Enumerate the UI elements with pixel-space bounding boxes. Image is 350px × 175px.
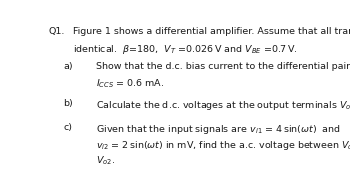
Text: Calculate the d.c. voltages at the output terminals $V_{o1}$ and $V_{o2}$.: Calculate the d.c. voltages at the outpu… bbox=[96, 99, 350, 112]
Text: $V_{o2}$.: $V_{o2}$. bbox=[96, 154, 115, 167]
Text: Show that the d.c. bias current to the differential pairs is: Show that the d.c. bias current to the d… bbox=[96, 62, 350, 71]
Text: $I_{CCS}$ = 0.6 mA.: $I_{CCS}$ = 0.6 mA. bbox=[96, 78, 164, 90]
Text: b): b) bbox=[63, 99, 73, 108]
Text: Figure 1 shows a differential amplifier. Assume that all transistors are: Figure 1 shows a differential amplifier.… bbox=[73, 27, 350, 36]
Text: c): c) bbox=[63, 123, 72, 132]
Text: identical.  $\beta$=180,  $V_T$ =0.026$\,$V and $V_{BE}$ =0.7$\,$V.: identical. $\beta$=180, $V_T$ =0.026$\,$… bbox=[73, 43, 298, 56]
Text: Q1.: Q1. bbox=[49, 27, 65, 36]
Text: a): a) bbox=[63, 62, 73, 71]
Text: $v_{i2}$ = 2$\,$sin($\omega t$) in mV, find the a.c. voltage between $V_{o1}$ an: $v_{i2}$ = 2$\,$sin($\omega t$) in mV, f… bbox=[96, 138, 350, 152]
Text: Given that the input signals are $v_{i1}$ = 4$\,$sin($\omega t$)  and: Given that the input signals are $v_{i1}… bbox=[96, 123, 341, 136]
